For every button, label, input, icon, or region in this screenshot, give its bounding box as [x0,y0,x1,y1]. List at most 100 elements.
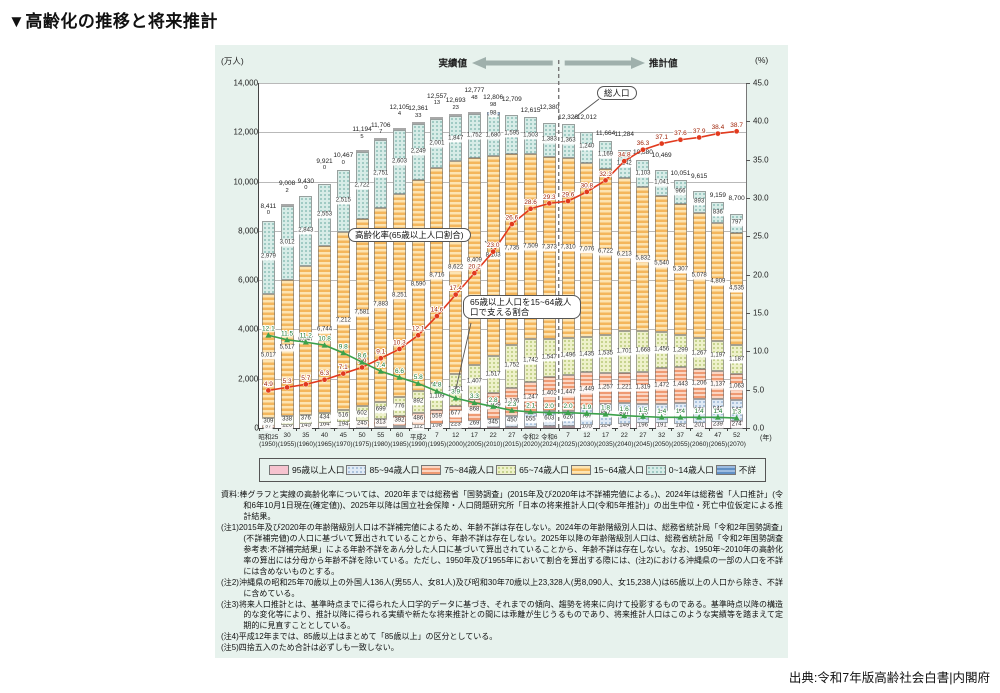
support-ratio-point [733,415,740,421]
bar-segment: 4,809 [709,222,727,342]
segment-value-label: 1,299 [671,347,689,355]
legend-item: 0~14歳人口 [645,464,714,476]
notes: 資料:棒グラフと実線の高齢化率については、2020年までは総務省「国勢調査」(2… [221,490,783,654]
segment-value-label: 309 [262,418,275,426]
bar-total-label: 11,194 5 [352,126,372,140]
bar-segment: 182 [673,422,687,430]
bar-segment: 269 [467,420,481,428]
segment-value-label: 1,449 [578,386,596,394]
bar-segment: 7,581 [353,219,371,407]
segment-value-label: 1,752 [503,362,521,370]
segment-value-label: 149 [618,422,631,430]
aging-rate-point [377,355,384,362]
line-point-label: 11.2 [300,333,313,340]
support-ratio-point [471,399,478,406]
bar-segment: 2,001 [428,118,446,169]
support-ratio-point [415,380,422,386]
lines-overlay: 実績値推計値4.95.35.76.37.17.99.110.312.114.61… [261,57,744,428]
segment-value-label: 98 [488,110,498,118]
line-point-label: 23.0 [487,242,500,249]
line-point-label: 6.6 [395,368,404,375]
y-axis-tick-right [746,274,750,276]
segment-value-label: 1,063 [728,383,746,391]
bar-total-label: 10,467 0 [333,152,354,166]
bar-segment: 201 [692,422,706,430]
bar-total-label: 11,706 7 [371,121,391,136]
x-axis-tick [746,428,747,431]
y-axis-label-right: 20.0 [753,270,769,280]
bar-total-label: 12,105 4 [389,103,410,118]
segment-value-label: 1,847 [447,135,465,143]
x-axis-year-label: (1990) [408,441,428,448]
segment-value-label: 2,722 [353,182,371,190]
line-point-label: 1.9 [582,404,591,411]
segment-value-label: 1,407 [465,378,483,386]
bar-segment [392,127,406,130]
line-point-label: 28.6 [524,199,537,206]
bar-segment: 345 [486,418,500,428]
bar-segment: 1,383 [540,122,558,158]
x-axis-year-label: (2050) [652,441,671,448]
bar-total-label: 10,051 [670,169,691,177]
bar-segment [430,116,444,119]
segment-value-label: 1,517 [484,371,502,379]
x-axis-year-label: (1950) [259,441,278,448]
line-point-label: 2.1 [526,402,535,409]
segment-value-label: 1,680 [484,132,502,140]
segment-value-label: 966 [674,188,687,196]
bar-segment: 309 [261,417,275,426]
segment-value-label: 559 [430,413,443,421]
bar-segment [392,426,406,428]
y-axis-tick-right [746,428,750,429]
y-axis-label-left: 4,000 [238,324,259,334]
segment-value-label: 836 [711,209,724,217]
bar-segment: 1,257 [597,372,615,404]
note-line: 資料:棒グラフと実線の高齢化率については、2020年までは総務省「国勢調査」(2… [221,490,783,521]
bar-total-label: 9,615 [691,172,708,180]
aging-rate-point [415,332,422,339]
segment-value-label: 1,137 [709,381,727,389]
bar-total-label: 11,284 [614,131,634,139]
segment-value-label: 7,883 [372,301,390,309]
support-ratio-point [433,388,440,394]
x-axis-year-label: (2070) [727,441,746,448]
bar-segment: 1,363 [559,124,577,158]
bar-segment: 8,622 [447,161,465,374]
bar-segment: 158 [430,422,444,430]
x-axis-tick [371,428,373,431]
legend-item: 不詳 [715,464,756,476]
segment-value-label: 1,752 [465,132,483,140]
bar-segment: 1,595 [503,114,521,155]
segment-value-label: 7,310 [559,244,577,252]
bar-segment: 126 [280,422,294,430]
line-point-label: 9.8 [339,343,348,350]
x-axis-era-label: 30 [283,432,291,439]
x-axis-tick [652,428,654,431]
segment-value-label: 2,553 [316,211,334,219]
segment-value-label: 1,503 [522,132,540,140]
bar-segment: 4,535 [728,233,746,346]
y-axis-label-right: 40.0 [753,116,769,126]
bar-segment: 392 [392,416,406,427]
bar-segment: 1,456 [653,332,671,369]
support-ratio-point [359,359,366,365]
note-line: (注4)平成12年までは、85歳以上はまとめて「85歳以上」の区分としている。 [221,632,498,642]
support-ratio-point [527,408,534,415]
bar-segment: 1,668 [634,330,652,372]
y-axis-tick-right [746,313,750,314]
segment-value-label: 345 [487,419,500,427]
segment-value-label: 196 [636,422,649,430]
aging-rate-point [696,134,703,141]
x-axis-year-label: (2055) [671,441,690,448]
bar-segment: 1,496 [559,338,577,375]
segment-value-label: 1,447 [559,389,577,397]
x-axis-year-label: (2045) [633,441,653,448]
bar-segment: 1,221 [615,373,633,404]
aging-rate-point [715,130,721,137]
aging-rate-point [396,346,403,352]
bar-segment [542,426,556,428]
bar-segment: 1,169 [597,140,615,170]
annotation-aging-rate: 高齢化率(65歳以上人口割合) [348,228,471,243]
segment-value-label: 1,472 [653,382,671,390]
x-axis-tick [259,428,260,431]
